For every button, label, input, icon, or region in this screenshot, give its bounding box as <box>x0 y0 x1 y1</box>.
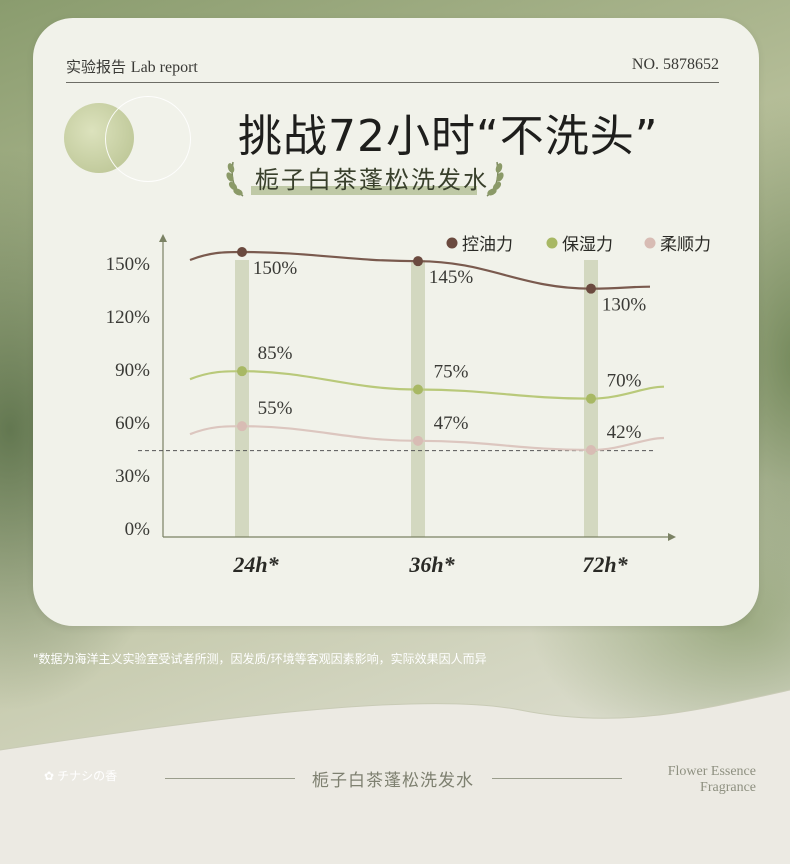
data-label: 150% <box>253 258 298 279</box>
data-point <box>237 247 247 257</box>
data-point <box>413 435 423 446</box>
x-tick-label: 24h* <box>232 552 279 577</box>
data-point <box>586 393 596 404</box>
product-subtitle: 栀子白茶蓬松洗发水 <box>255 166 489 194</box>
data-point <box>237 421 247 432</box>
footnote: "数据为海洋主义实验室受试者所测，因发质/环境等客观因素影响，实际效果因人而异 <box>33 652 487 666</box>
data-label: 70% <box>607 371 642 392</box>
category-column-1 <box>411 260 425 537</box>
data-label: 42% <box>607 422 642 443</box>
y-tick-label: 30% <box>115 466 150 487</box>
data-point <box>586 283 596 294</box>
report-label-en: Lab report <box>130 59 198 76</box>
footer-divider-right <box>492 778 622 779</box>
legend-label: 柔顺力 <box>660 235 711 255</box>
data-point <box>413 256 423 267</box>
data-point <box>237 366 247 377</box>
report-card: 实验报告 Lab report NO. 5878652 挑战72小时“不洗头” … <box>33 18 759 626</box>
brand-logo-text: チナシの香 <box>57 769 118 783</box>
laurel-right-icon <box>486 161 504 197</box>
data-label: 130% <box>602 295 647 316</box>
footer-divider-left <box>165 778 295 779</box>
flower-icon: ✿ <box>44 769 55 783</box>
report-label: 实验报告 Lab report <box>66 56 198 77</box>
footer-tagline-line2: Fragrance <box>700 780 756 795</box>
product-subtitle-block: 栀子白茶蓬松洗发水 <box>225 158 505 198</box>
legend-label: 控油力 <box>462 235 513 255</box>
report-number: NO. 5878652 <box>631 56 719 73</box>
y-axis-arrow <box>159 234 167 242</box>
brand-logo: ✿ チナシの香 <box>44 767 117 784</box>
footer-tagline: Flower Essence Fragrance <box>668 764 756 796</box>
legend-marker <box>644 237 656 249</box>
subtitle-highlight-bar <box>251 186 477 195</box>
data-point <box>586 445 596 455</box>
line-chart: 0% 30% 60% 90% 120% 150% 24h* 36h* 72h* 150% 145% 1… <box>106 234 711 577</box>
data-label: 145% <box>429 267 474 288</box>
header-divider <box>66 82 719 83</box>
footer-product-name: 栀子白茶蓬松洗发水 <box>312 771 474 791</box>
x-tick-label: 72h* <box>582 552 628 577</box>
x-tick-label: 36h* <box>408 552 455 577</box>
footer-tagline-line1: Flower Essence <box>667 764 756 779</box>
y-tick-label: 0% <box>125 519 151 540</box>
data-label: 85% <box>258 343 293 364</box>
legend-label: 保湿力 <box>562 235 613 255</box>
y-tick-label: 60% <box>115 413 150 434</box>
x-axis-arrow <box>668 533 676 541</box>
legend-marker <box>546 237 558 249</box>
data-point <box>413 384 423 395</box>
laurel-left-icon <box>226 161 244 197</box>
y-tick-label: 150% <box>106 254 151 275</box>
data-label: 47% <box>434 413 469 434</box>
y-tick-label: 90% <box>115 360 150 381</box>
data-label: 75% <box>434 362 469 383</box>
bottom-wave-panel <box>0 689 790 864</box>
page-title: 挑战72小时“不洗头” <box>238 111 659 162</box>
decorative-seal-ring <box>105 96 191 182</box>
report-label-cn: 实验报告 <box>66 58 127 76</box>
data-label: 55% <box>258 398 293 419</box>
category-column-0 <box>235 260 249 537</box>
y-tick-label: 120% <box>106 307 151 328</box>
legend-marker <box>446 237 458 249</box>
